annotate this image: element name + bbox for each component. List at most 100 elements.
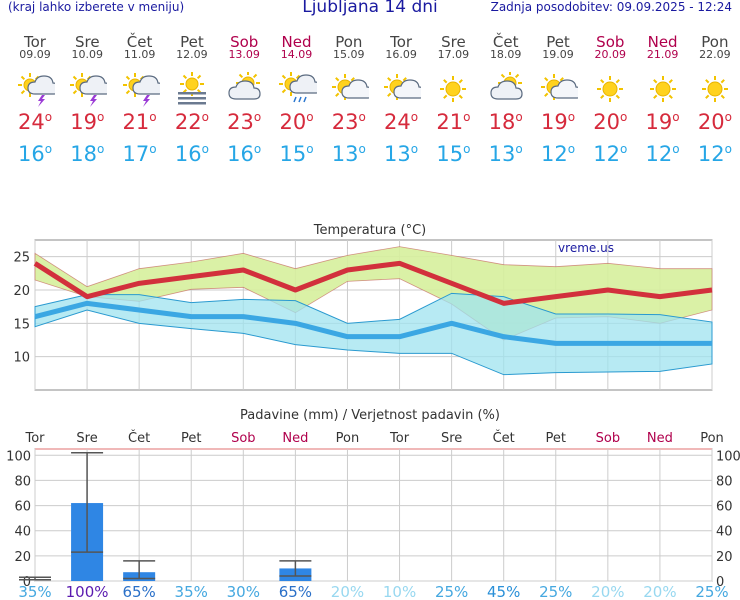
temp-max: 19o xyxy=(540,110,576,134)
y-tick-label: 15 xyxy=(13,317,30,332)
day-date: 09.09 xyxy=(19,48,51,61)
sun-cloud-icon xyxy=(224,71,264,108)
day-name: Pet xyxy=(180,33,204,51)
precip-probability: 20% xyxy=(591,583,624,600)
x-tick-label: Pon xyxy=(336,431,360,446)
y-tick-label: 100 xyxy=(6,449,31,464)
day-name: Ned xyxy=(647,33,678,51)
temp-min: 13o xyxy=(488,142,523,166)
precipitation-chart-title: Padavine (mm) / Verjetnost padavin (%) xyxy=(240,408,500,423)
sun-cloud-thunder-icon xyxy=(120,72,165,108)
day-column: Sre 17.09 21o 15o xyxy=(427,0,479,170)
day-column: Ned 14.09 20o 15o xyxy=(271,0,323,170)
temp-min: 12o xyxy=(645,142,680,166)
sun-partly-cloudy-icon xyxy=(381,72,426,108)
temp-max: 23o xyxy=(331,110,366,134)
x-tick-label: Tor xyxy=(24,431,45,446)
day-name: Ned xyxy=(281,33,312,51)
sun-icon xyxy=(590,72,630,108)
precip-probability: 20% xyxy=(643,583,676,600)
day-date: 11.09 xyxy=(123,48,156,61)
day-date: 18.09 xyxy=(489,48,522,61)
day-date: 19.09 xyxy=(542,48,574,61)
day-name: Pet xyxy=(546,33,570,51)
y-tick-label-right: 80 xyxy=(716,474,733,489)
temp-min: 12o xyxy=(697,142,732,166)
temp-min: 12o xyxy=(540,142,576,166)
x-tick-label: Sob xyxy=(596,431,620,446)
temp-max: 19o xyxy=(70,110,105,134)
day-date: 15.09 xyxy=(333,48,365,61)
x-tick-label: Čet xyxy=(128,430,150,446)
day-column: Pon 22.09 20o 12o xyxy=(689,0,740,170)
sun-icon xyxy=(695,72,735,108)
watermark: vreme.us xyxy=(558,241,614,255)
temp-max: 23o xyxy=(227,110,262,134)
precip-probability: 45% xyxy=(487,583,520,600)
precip-probability: 30% xyxy=(227,583,260,600)
precip-probability: 65% xyxy=(279,583,312,600)
day-date: 22.09 xyxy=(699,48,731,61)
menu-hint: (kraj lahko izberete v meniju) xyxy=(8,0,185,14)
sun-fog-icon xyxy=(172,72,212,108)
y-tick-label-right: 0 xyxy=(716,575,724,590)
day-date: 13.09 xyxy=(228,48,260,61)
x-tick-label: Sob xyxy=(231,431,255,446)
day-name: Tor xyxy=(390,33,413,51)
y-tick-label-right: 100 xyxy=(716,449,740,464)
y-tick-label: 20 xyxy=(13,284,30,299)
temp-max: 20o xyxy=(697,110,732,134)
sun-icon xyxy=(643,72,683,108)
precip-probability: 25% xyxy=(695,583,728,600)
sun-partly-cloudy-icon xyxy=(329,72,374,108)
tmin-range-band xyxy=(34,292,713,376)
temp-max: 21o xyxy=(436,110,471,134)
temp-max: 20o xyxy=(593,110,628,134)
temp-min: 17o xyxy=(122,142,157,166)
day-name: Pon xyxy=(701,33,729,51)
temp-min: 16o xyxy=(227,142,262,166)
y-tick-label-right: 40 xyxy=(716,525,733,540)
day-date: 20.09 xyxy=(594,48,627,61)
precip-probability: 20% xyxy=(331,583,364,600)
day-date: 14.09 xyxy=(280,48,313,61)
day-name: Čet xyxy=(126,33,153,51)
y-tick-label: 25 xyxy=(13,251,30,266)
page-title: Ljubljana 14 dni xyxy=(302,0,438,17)
temp-max: 22o xyxy=(174,110,209,134)
x-tick-label: Ned xyxy=(647,431,673,446)
day-date: 21.09 xyxy=(646,48,679,61)
temp-max: 21o xyxy=(122,110,157,134)
day-column: Ned 21.09 19o 12o xyxy=(637,0,689,170)
temp-max: 24o xyxy=(17,110,53,134)
x-tick-label: Tor xyxy=(389,431,410,446)
precip-probability: 10% xyxy=(383,583,416,600)
day-name: Tor xyxy=(24,33,46,51)
y-tick-label: 40 xyxy=(14,525,31,540)
x-tick-label: Sre xyxy=(441,431,462,446)
temp-min: 18o xyxy=(70,142,105,166)
precip-probability: 25% xyxy=(539,583,572,600)
last-updated: Zadnja posodobitev: 09.09.2025 - 12:24 xyxy=(490,0,732,14)
day-date: 16.09 xyxy=(385,48,417,61)
temperature-chart-title: Temperatura (°C) xyxy=(313,223,426,238)
x-tick-label: Ned xyxy=(282,431,308,446)
y-tick-label-right: 60 xyxy=(716,500,733,515)
tmin-line xyxy=(34,300,712,346)
day-name: Čet xyxy=(492,33,519,51)
day-name: Pon xyxy=(335,33,363,51)
y-tick-label: 80 xyxy=(14,474,31,489)
temp-min: 13o xyxy=(384,142,419,166)
temp-max: 19o xyxy=(645,110,680,134)
precip-probability: 35% xyxy=(175,583,208,600)
day-column: Sre 10.09 19o 18o xyxy=(61,0,113,170)
day-date: 10.09 xyxy=(71,48,104,61)
temp-min: 16o xyxy=(17,142,53,166)
temp-max: 18o xyxy=(488,110,523,134)
y-tick-label: 60 xyxy=(14,500,31,515)
day-date: 12.09 xyxy=(176,48,208,61)
day-column: Tor 16.09 24o 13o xyxy=(375,0,427,170)
temp-min: 16o xyxy=(174,142,209,166)
temp-min: 12o xyxy=(593,142,628,166)
